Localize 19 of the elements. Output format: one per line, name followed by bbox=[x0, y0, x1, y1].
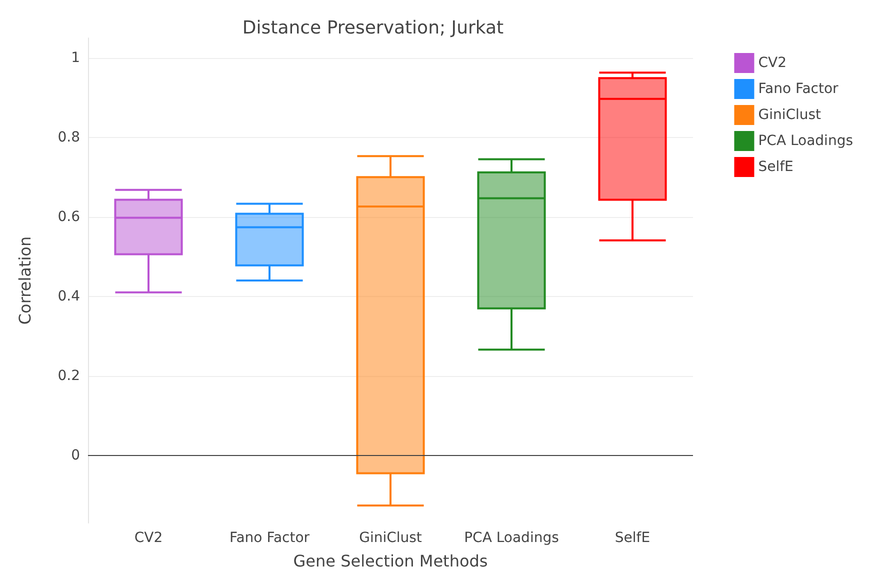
legend-label: Fano Factor bbox=[758, 81, 839, 97]
y-tick-label: 0 bbox=[71, 447, 80, 464]
y-tick-label: 0.4 bbox=[58, 288, 80, 304]
legend-label: PCA Loadings bbox=[758, 133, 854, 149]
legend-label: GiniClust bbox=[758, 107, 822, 123]
chart-title: Distance Preservation; Jurkat bbox=[242, 18, 504, 38]
y-axis-title: Correlation bbox=[16, 236, 34, 325]
y-tick-label: 0.8 bbox=[58, 129, 80, 146]
legend-label: CV2 bbox=[758, 55, 786, 71]
y-tick-label: 0.2 bbox=[58, 368, 80, 384]
x-tick-label: PCA Loadings bbox=[464, 530, 559, 546]
x-tick-label: SelfE bbox=[614, 530, 650, 546]
x-tick-label: Fano Factor bbox=[229, 530, 310, 546]
legend-label: SelfE bbox=[758, 159, 794, 175]
y-tick-label: 0.6 bbox=[58, 208, 80, 225]
x-tick-label: GiniClust bbox=[359, 530, 422, 546]
x-tick-label: CV2 bbox=[134, 530, 163, 546]
y-tick-label: 1 bbox=[71, 50, 80, 66]
x-axis-title: Gene Selection Methods bbox=[293, 552, 488, 570]
